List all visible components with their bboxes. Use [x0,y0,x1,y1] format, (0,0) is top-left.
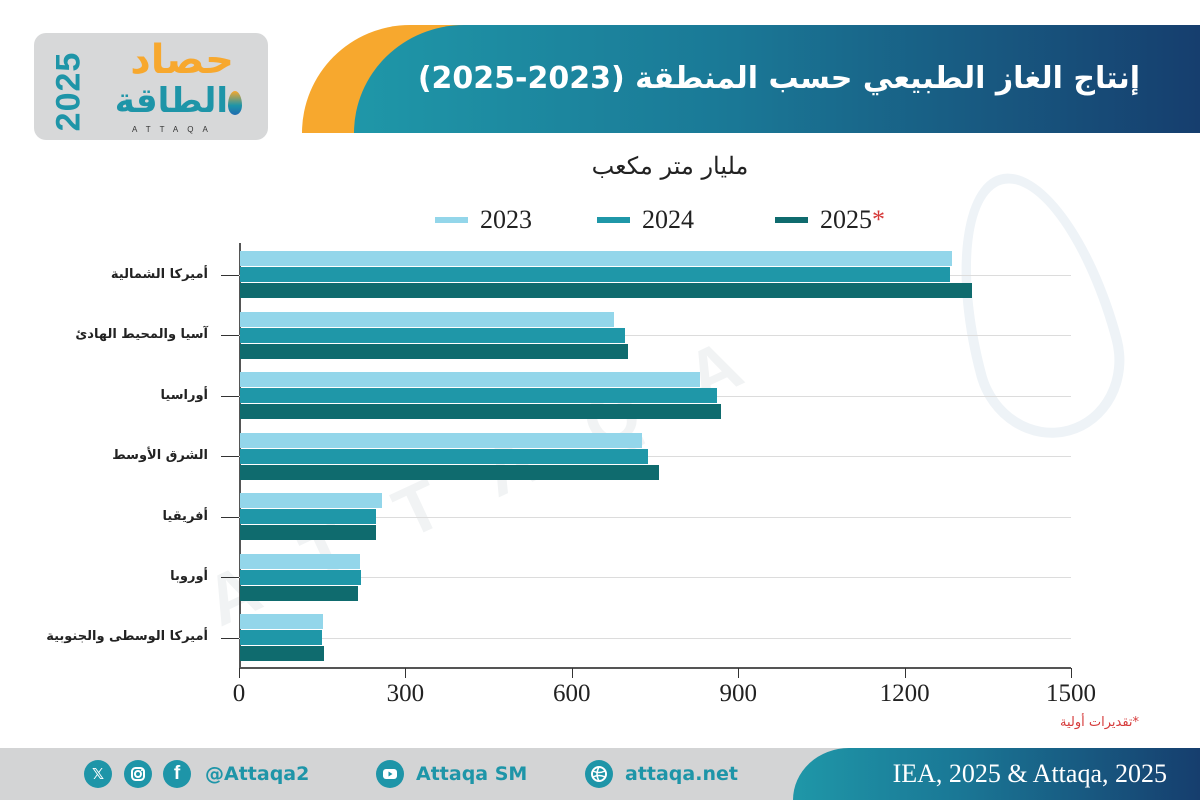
legend-item-2023: 2023 [435,203,532,237]
legend-swatch-2025 [775,217,808,223]
bar-2023 [240,553,360,569]
bar-2023 [240,614,324,629]
bar-2024 [240,388,717,403]
source-text: IEA, 2025 & Attaqa, 2025 [892,759,1167,788]
bar-2025 [240,343,629,359]
y-tick [221,577,239,578]
gridline [239,516,1071,518]
x-tick [1071,668,1072,678]
logo-year: 2025 [49,51,88,132]
legend-swatch-2023 [435,217,468,223]
bar-2024 [240,448,648,464]
globe-icon[interactable] [585,760,613,788]
instagram-icon[interactable] [124,760,152,788]
x-tick [405,668,407,678]
header-band: إنتاج الغاز الطبيعي حسب المنطقة (2023-20… [354,25,1200,133]
bar-2023 [240,372,700,387]
gridline [239,335,1071,336]
logo-drop-icon [228,91,242,115]
bar-chart: 0 300 600 900 1200 1500 [221,243,1096,707]
x-tick [571,668,573,678]
gridline [239,456,1071,457]
legend-item-2025: 2025 * [775,203,885,237]
category-label: أفريقيا [162,508,208,524]
bar-2023 [240,251,953,266]
y-tick [221,335,239,336]
category-label: أوراسيا [160,387,208,403]
source-band: IEA, 2025 & Attaqa, 2025 [793,748,1200,800]
bar-2024 [240,630,323,645]
social-handle-link[interactable]: @Attaqa2 [205,763,310,785]
category-label: أميركا الشمالية [110,266,208,282]
website-link[interactable]: attaqa.net [625,763,738,785]
chart-unit-label: مليار متر مكعب [591,152,749,180]
logo-top-text: حصاد [130,37,234,83]
x-tick [738,668,740,678]
chart-legend: 2023 2024 2025 * [0,203,1200,237]
x-tick-label: 600 [553,680,591,707]
bar-2024 [240,327,625,343]
category-label: الشرق الأوسط [112,448,208,463]
y-tick [221,637,239,639]
gridline [239,637,1071,639]
legend-label: 2023 [480,205,532,234]
x-tick-label: 1200 [879,680,930,707]
page-title: إنتاج الغاز الطبيعي حسب المنطقة (2023-20… [417,61,1140,96]
bar-2025 [240,464,659,480]
x-tick [239,668,240,678]
bar-2023 [240,311,614,327]
category-label: أوروبا [170,569,208,584]
youtube-channel-link[interactable]: Attaqa SM [416,763,528,785]
x-tick-label: 900 [719,680,757,707]
x-axis [239,667,1071,669]
legend-estimate-star: * [872,205,885,234]
legend-swatch-2024 [597,217,630,223]
bar-2023 [240,493,382,508]
legend-label: 2024 [642,205,694,234]
x-tick [904,668,906,678]
x-tick-label: 300 [386,680,425,707]
bar-2024 [240,509,376,524]
youtube-icon[interactable] [376,760,404,788]
logo-bottom-text: الطاقة [114,81,228,121]
legend-label: 2025 [820,205,872,234]
brand-logo: 2025 حصاد الطاقة ATTAQA [34,33,268,140]
x-icon[interactable]: 𝕏 [84,760,112,788]
category-label: أميركا الوسطى والجنوبية [46,628,208,644]
bar-2025 [240,585,359,601]
legend-item-2024: 2024 [597,203,694,237]
category-label: آسيا والمحيط الهادئ [75,327,208,342]
bar-2024 [240,569,361,585]
y-tick [221,456,239,457]
x-tick-label: 1500 [1046,680,1096,707]
bar-2023 [240,432,643,448]
bar-2024 [240,267,950,282]
y-tick [221,516,239,518]
gridline [239,577,1071,578]
footer: 𝕏 f @Attaqa2 Attaqa SM attaqa.net IEA, 2… [0,748,1200,800]
y-tick [221,395,239,397]
estimate-note: *تقديرات أولية [1060,715,1140,730]
bar-2025 [240,404,721,419]
bar-2025 [240,283,973,298]
x-tick-label: 0 [232,680,246,707]
y-tick [221,274,239,276]
bar-2025 [240,525,376,540]
logo-latin-text: ATTAQA [132,125,217,134]
bar-2025 [240,646,325,661]
facebook-icon[interactable]: f [163,760,191,788]
